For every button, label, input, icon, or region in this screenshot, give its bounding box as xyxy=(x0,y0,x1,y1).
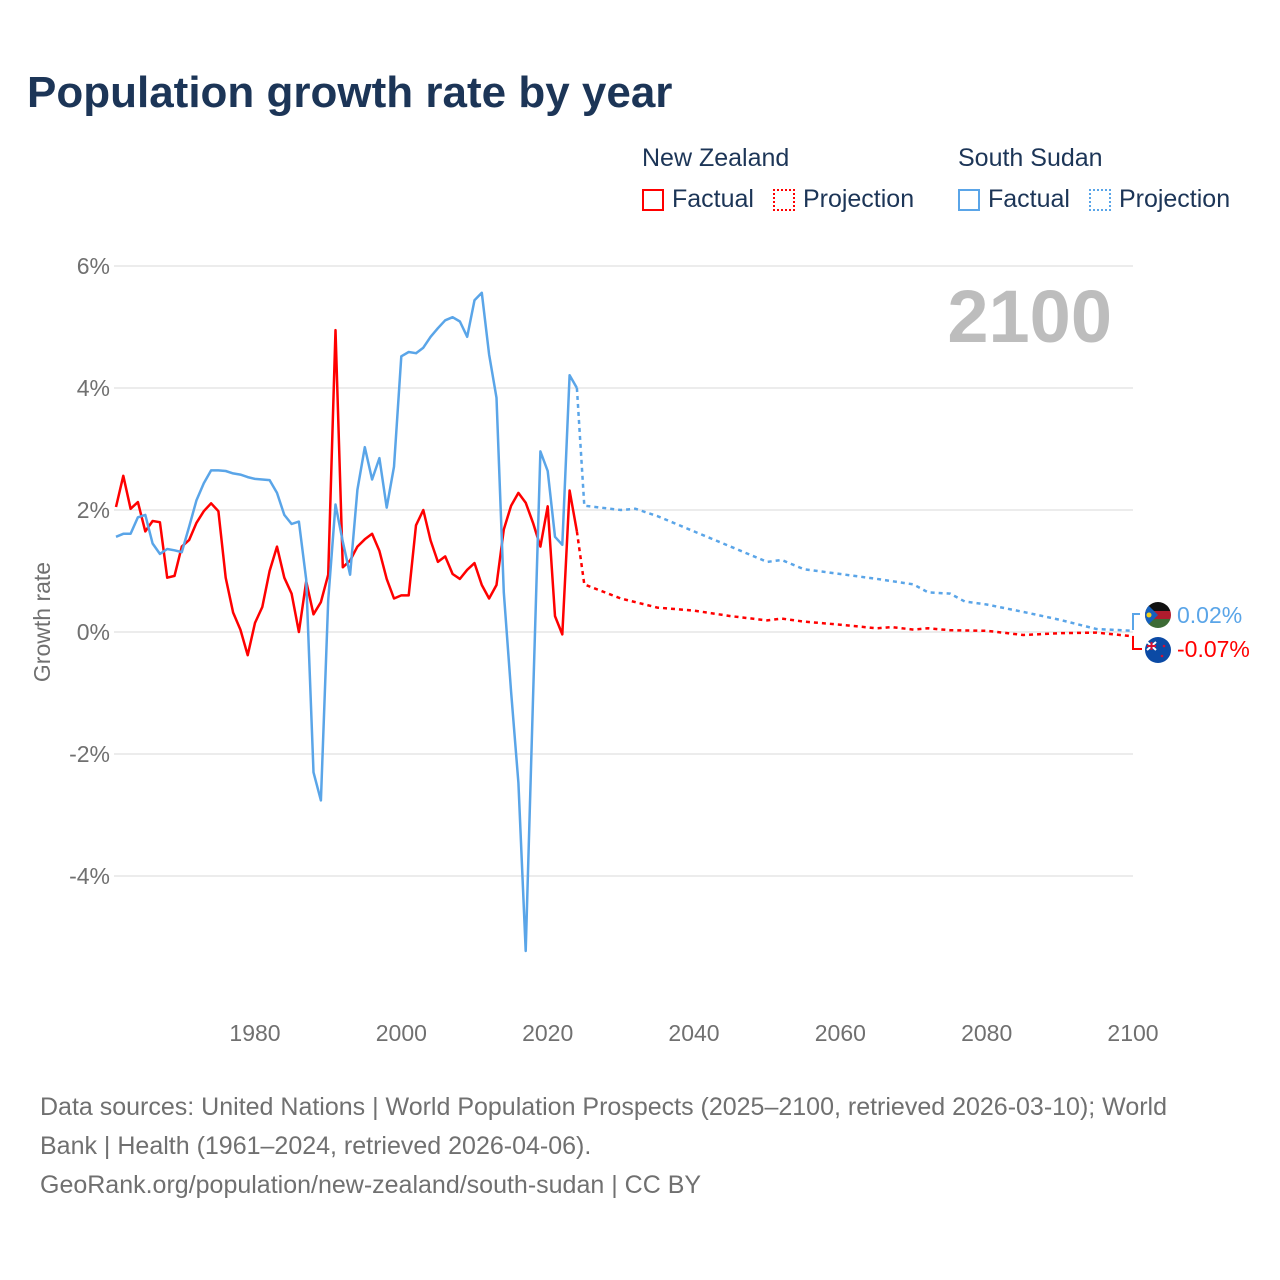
ss-end-connector xyxy=(1132,613,1140,630)
y-tick-label: 4% xyxy=(77,375,110,401)
series-line-south-sudan-factual xyxy=(115,291,578,953)
legend-label: Projection xyxy=(1118,185,1231,213)
legend-swatch xyxy=(1088,188,1111,211)
year-indicator: 2100 xyxy=(947,275,1112,358)
series-line-south-sudan-projection xyxy=(575,387,1134,633)
x-tick-label: 2020 xyxy=(522,1020,573,1046)
x-tick-label: 2000 xyxy=(376,1020,427,1046)
data-sources: Data sources: United Nations | World Pop… xyxy=(40,1093,1168,1160)
nz-end-connector xyxy=(1132,636,1142,650)
new-zealand-flag-icon xyxy=(1145,637,1171,663)
x-tick-label: 2060 xyxy=(815,1020,866,1046)
legend-label: Factual xyxy=(672,185,754,213)
x-tick-label: 2100 xyxy=(1107,1020,1158,1046)
legend-ss-projection[interactable]: Projection xyxy=(1088,185,1231,214)
footer: Data sources: United Nations | World Pop… xyxy=(40,1088,1230,1205)
new-zealand-end-value: -0.07% xyxy=(1177,636,1250,662)
y-tick-label: -4% xyxy=(69,863,110,889)
y-tick-label: 2% xyxy=(77,497,110,523)
x-tick-label: 2080 xyxy=(961,1020,1012,1046)
y-tick-label: -2% xyxy=(69,741,110,767)
y-tick-label: 0% xyxy=(77,619,110,645)
chart-title: Population growth rate by year xyxy=(27,68,673,117)
y-tick-label: 6% xyxy=(77,253,110,279)
line-chart: 6% 4% 2% 0% -2% -4% 1980 2000 2020 2040 2060 2080 21… xyxy=(29,253,1250,1046)
south-sudan-end-value: 0.02% xyxy=(1177,602,1242,628)
south-sudan-flag-icon xyxy=(1145,602,1171,628)
legend-swatch xyxy=(958,188,980,211)
x-tick-label: 2040 xyxy=(668,1020,719,1046)
legend-new-zealand: New Zealand Factual Projection xyxy=(642,144,926,218)
legend-swatch xyxy=(642,188,664,211)
x-tick-label: 1980 xyxy=(229,1020,280,1046)
series-line-new-zealand-factual xyxy=(114,328,579,657)
legend-group-name: South Sudan xyxy=(958,144,1103,172)
legend-nz-factual[interactable]: Factual xyxy=(642,185,754,214)
legend-group-name: New Zealand xyxy=(642,144,790,172)
credit-link[interactable]: GeoRank.org/population/new-zealand/south… xyxy=(40,1171,702,1199)
y-axis-label: Growth rate xyxy=(29,562,55,682)
legend-nz-projection[interactable]: Projection xyxy=(772,185,915,214)
series-line-new-zealand-projection xyxy=(575,531,1134,638)
legend-label: Projection xyxy=(802,185,915,213)
legend-ss-factual[interactable]: Factual xyxy=(958,185,1070,214)
legend-swatch xyxy=(772,188,795,211)
legend-label: Factual xyxy=(988,185,1070,213)
legend-south-sudan: South Sudan Factual Projection xyxy=(958,144,1242,218)
